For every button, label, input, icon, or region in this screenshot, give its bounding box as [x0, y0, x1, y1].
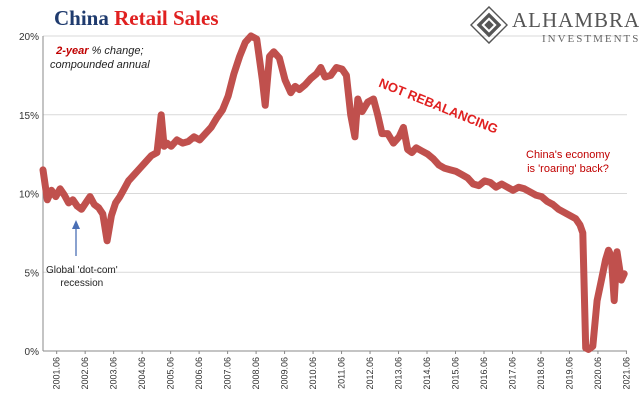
y-tick-label: 10%	[19, 190, 39, 201]
x-tick-label: 2009.06	[280, 357, 290, 390]
x-tick-label: 2020.06	[593, 357, 603, 390]
dotcom-note-line2: recession	[60, 278, 104, 289]
x-tick-label: 2015.06	[451, 357, 461, 390]
method-note-line2: compounded annual	[50, 59, 150, 71]
title-part-china: China	[54, 6, 109, 30]
x-tick-label: 2005.06	[166, 357, 176, 390]
roaring-note-line1: China's economy	[526, 149, 611, 161]
x-tick-label: 2016.06	[479, 357, 489, 390]
chart-title: China Retail Sales	[54, 6, 219, 31]
series-retail-sales	[39, 32, 628, 353]
x-tick-label: 2006.06	[194, 357, 204, 390]
alhambra-diamond-icon	[470, 6, 508, 44]
x-tick-label: 2004.06	[137, 357, 147, 390]
series-line	[39, 32, 628, 353]
x-tick-label: 2007.06	[223, 357, 233, 390]
y-tick-label: 5%	[25, 268, 40, 279]
x-tick-label: 2003.06	[109, 357, 119, 390]
y-tick-label: 20%	[19, 32, 39, 43]
alhambra-logo: ALHAMBRA INVESTMENTS	[470, 4, 639, 48]
x-tick-label: 2021.06	[621, 357, 631, 390]
dotcom-arrow	[72, 220, 80, 256]
method-note-rest: % change;	[91, 45, 144, 57]
x-tick-label: 2008.06	[251, 357, 261, 390]
x-tick-label: 2012.06	[365, 357, 375, 390]
title-part-retail-sales: Retail Sales	[114, 6, 219, 30]
y-tick-label: 15%	[19, 111, 39, 122]
x-tick-label: 2017.06	[507, 357, 517, 390]
x-tick-label: 2010.06	[308, 357, 318, 390]
roaring-note: China's economy is 'roaring' back?	[526, 148, 610, 176]
y-tick-label: 0%	[25, 347, 40, 358]
x-tick-label: 2019.06	[564, 357, 574, 390]
logo-name: ALHAMBRA	[512, 8, 641, 32]
method-note: 2-year % change; compounded annual	[50, 44, 150, 72]
x-tick-label: 2011.06	[337, 357, 347, 389]
x-tick-label: 2018.06	[536, 357, 546, 390]
x-tick-label: 2002.06	[80, 357, 90, 390]
x-axis: 2001.06 2002.06 2003.06 2004.06 2005.06 2006.…	[43, 350, 631, 390]
dotcom-note: Global 'dot-com' recession	[46, 264, 118, 290]
roaring-note-line2: is 'roaring' back?	[527, 163, 609, 175]
dotcom-note-line1: Global 'dot-com'	[46, 265, 118, 276]
x-tick-label: 2014.06	[422, 357, 432, 390]
x-tick-label: 2001.06	[52, 357, 62, 390]
method-note-red: 2-year	[56, 45, 89, 57]
logo-sub: INVESTMENTS	[542, 33, 641, 45]
x-tick-label: 2013.06	[394, 357, 404, 390]
y-axis: 0% 5% 10% 15% 20%	[19, 32, 44, 358]
